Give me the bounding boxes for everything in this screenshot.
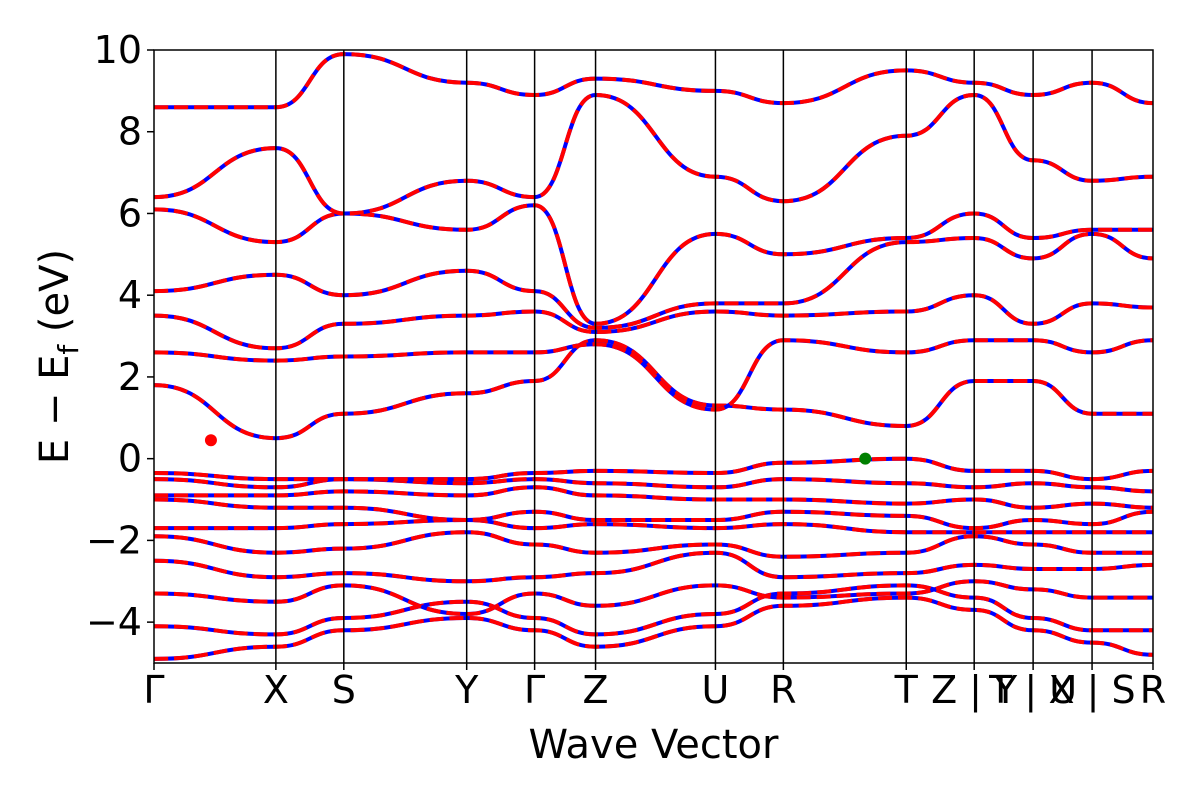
y-tick-label: 4	[118, 273, 142, 317]
band-line-blue-16	[154, 52, 1153, 110]
x-tick-label: Z	[583, 668, 609, 712]
y-axis-title-main: E − E	[32, 355, 78, 465]
band-line-red-11	[154, 338, 1153, 412]
y-tick-label: −2	[86, 518, 142, 562]
band-line-red-6	[154, 497, 1153, 531]
band-line-red-12	[154, 293, 1153, 351]
band-line-red-3	[154, 550, 1153, 584]
y-tick-label: −4	[86, 600, 142, 644]
band-line-blue-14	[154, 203, 1153, 326]
x-tick-label: T	[894, 668, 919, 712]
y-tick-label: 8	[118, 110, 142, 154]
x-tick-label: R	[1140, 668, 1166, 712]
band-line-red-0	[154, 595, 1153, 661]
x-tick-label: Γ	[524, 668, 545, 712]
high-symmetry-lines	[275, 50, 1093, 663]
x-tick-label: T | U	[988, 668, 1077, 713]
y-axis-title-subscript: f	[52, 344, 85, 355]
y-axis-title-unit	[32, 332, 78, 345]
band-line-red-1	[154, 583, 1153, 637]
y-tick-label: 0	[118, 437, 142, 481]
band-line-red-13	[154, 231, 1153, 330]
y-tick-label: 6	[118, 191, 142, 235]
x-tick-label: U	[702, 668, 730, 712]
x-tick-label: Z | Y	[931, 668, 1018, 713]
extremum-markers	[204, 434, 872, 465]
plot-frame	[153, 49, 1154, 664]
x-tick-label: R	[770, 668, 796, 712]
x-tick-label: S	[332, 668, 356, 712]
band-line-red-16	[154, 52, 1153, 110]
y-axis-title-unit-text: (eV)	[32, 249, 78, 332]
y-axis-title: E − Ef (eV)	[32, 249, 85, 464]
x-tick-label: Γ	[143, 668, 164, 712]
band-line-red-4	[154, 530, 1153, 559]
x-axis-title: Wave Vector	[529, 722, 780, 768]
y-tick-label: 10	[94, 28, 142, 72]
y-tick-label: 2	[118, 355, 142, 399]
x-tick-label: X	[263, 668, 289, 712]
band-line-red-15	[154, 92, 1153, 216]
band-line-blue-10	[154, 338, 1153, 441]
band-line-red-10	[154, 338, 1153, 441]
band-lines	[154, 52, 1153, 661]
band-line-red-2	[154, 579, 1153, 617]
band-line-red-5	[154, 517, 1153, 535]
cbm-marker	[204, 434, 217, 447]
x-tick-label: Y	[454, 668, 479, 712]
band-line-blue-15	[154, 92, 1153, 216]
y-axis-ticks: −4 −2 0 2 4 6 8 10	[86, 28, 154, 644]
vbm-marker	[859, 452, 872, 465]
x-tick-label: X | S	[1048, 668, 1135, 713]
band-line-red-9	[154, 456, 1153, 482]
band-line-red-7	[154, 485, 1153, 510]
